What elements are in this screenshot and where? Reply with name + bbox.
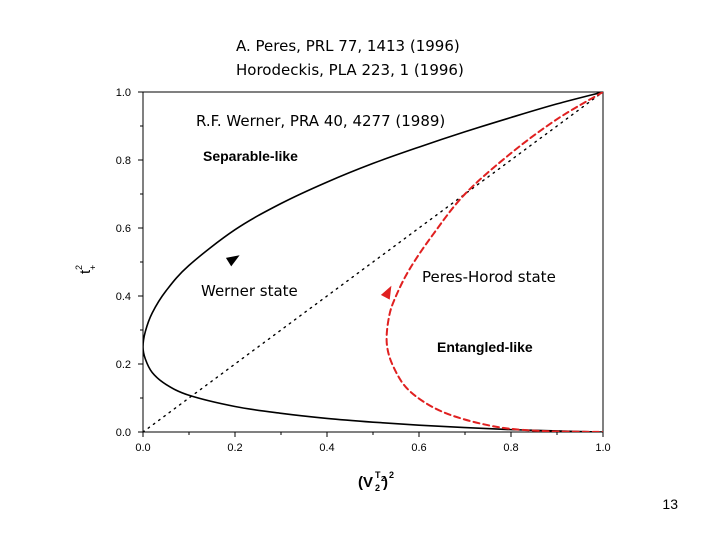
series-line-dashed xyxy=(385,92,603,432)
y-tick-label: 0.4 xyxy=(116,291,131,303)
x-axis-label: (V 2 T 2 ) 2 xyxy=(358,470,394,493)
svg-text:t: t xyxy=(77,269,94,274)
y-tick-label: 0.2 xyxy=(116,359,131,371)
svg-text:+: + xyxy=(88,265,98,270)
y-tick-label: 1.0 xyxy=(116,87,131,99)
region-separable-label: Separable-like xyxy=(203,148,298,164)
x-tick-label: 0.4 xyxy=(319,442,334,454)
svg-text:2: 2 xyxy=(375,483,380,493)
svg-text:T: T xyxy=(375,470,381,480)
reference-peres: A. Peres, PRL 77, 1413 (1996) xyxy=(236,37,460,55)
slide-number: 13 xyxy=(662,496,678,512)
x-tick-label: 0.2 xyxy=(227,442,242,454)
y-tick-label: 0.8 xyxy=(116,155,131,167)
y-tick-label: 0.0 xyxy=(116,427,131,439)
series-line-solid xyxy=(143,92,603,432)
series-line-dotted xyxy=(143,92,603,432)
axis-ticks: 0.0 0.2 0.4 0.6 0.8 1.0 0.0 0.2 0.4 0.6 0.8 1.0 xyxy=(116,87,611,454)
y-axis-label: t 2 + xyxy=(74,265,98,274)
series-arrowhead xyxy=(225,255,240,267)
svg-text:2: 2 xyxy=(389,470,394,480)
reference-horodeckis: Horodeckis, PLA 223, 1 (1996) xyxy=(236,61,464,79)
series-group xyxy=(143,92,603,432)
arrow-group xyxy=(225,255,392,300)
x-tick-label: 0.8 xyxy=(503,442,518,454)
x-tick-label: 1.0 xyxy=(595,442,610,454)
peres-horod-state-label: Peres-Horod state xyxy=(422,268,556,286)
region-entangled-label: Entangled-like xyxy=(437,339,533,355)
reference-werner: R.F. Werner, PRA 40, 4277 (1989) xyxy=(196,111,446,131)
svg-text:2: 2 xyxy=(74,265,84,270)
werner-state-label: Werner state xyxy=(201,282,298,300)
x-tick-label: 0.0 xyxy=(135,442,150,454)
svg-text:2: 2 xyxy=(381,476,385,483)
x-tick-label: 0.6 xyxy=(411,442,426,454)
svg-text:): ) xyxy=(383,474,388,491)
svg-text:(V: (V xyxy=(358,474,373,491)
y-tick-label: 0.6 xyxy=(116,223,131,235)
series-arrowhead xyxy=(380,285,392,300)
